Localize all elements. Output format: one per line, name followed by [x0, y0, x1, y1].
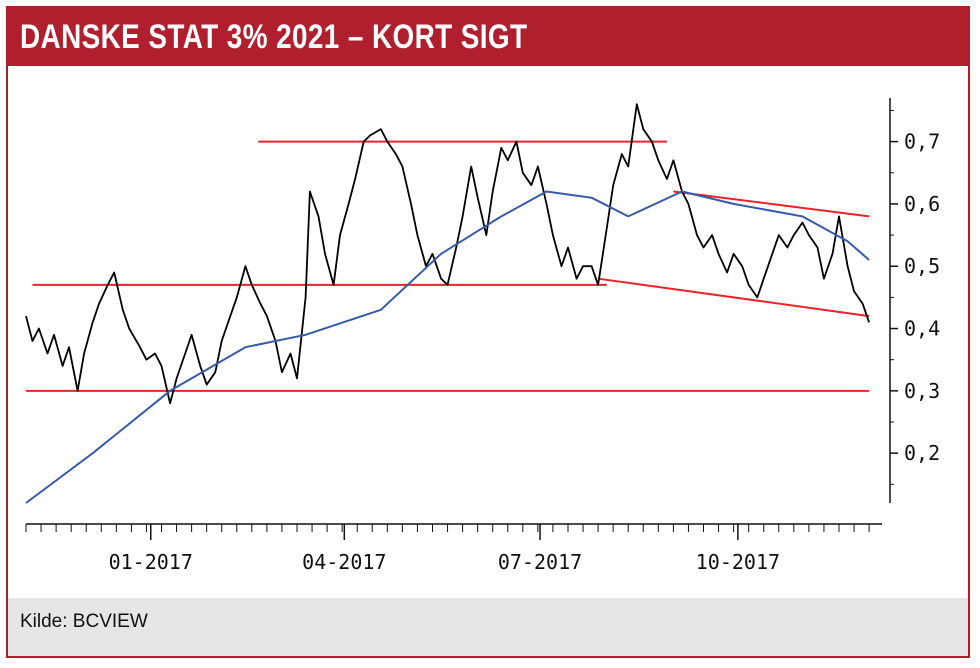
- chart-title: DANSKE STAT 3% 2021 – KORT SIGT: [20, 18, 528, 56]
- y-tick-label: 0,3: [904, 379, 940, 403]
- price-chart: 0,2 0,3 0,4 0,5 0,6 0,7 01-2017 04-2017 07-2017 1…: [25, 98, 940, 574]
- x-tick-label: 01-2017: [109, 550, 193, 574]
- y-tick-label: 0,5: [904, 254, 940, 278]
- source-label: Kilde: BCVIEW: [20, 611, 148, 632]
- y-tick-label: 0,7: [904, 130, 940, 154]
- trend-line: [673, 190, 870, 218]
- y-tick-label: 0,2: [904, 441, 940, 465]
- trend-line: [597, 277, 870, 318]
- y-tick-label: 0,6: [904, 192, 940, 216]
- chart-area: 0,2 0,3 0,4 0,5 0,6 0,7 01-2017 04-2017 07-2017 1…: [8, 66, 968, 596]
- title-bar: DANSKE STAT 3% 2021 – KORT SIGT: [8, 8, 968, 66]
- x-tick-label: 07-2017: [498, 550, 582, 574]
- moving-average-line: [25, 190, 870, 504]
- source-footer: Kilde: BCVIEW: [8, 598, 968, 656]
- chart-frame: DANSKE STAT 3% 2021 – KORT SIGT 0,2 0,3 0,…: [6, 6, 970, 658]
- price-series-line: [25, 103, 870, 405]
- y-tick-label: 0,4: [904, 317, 940, 341]
- x-tick-label: 04-2017: [302, 550, 386, 574]
- x-tick-label: 10-2017: [696, 550, 780, 574]
